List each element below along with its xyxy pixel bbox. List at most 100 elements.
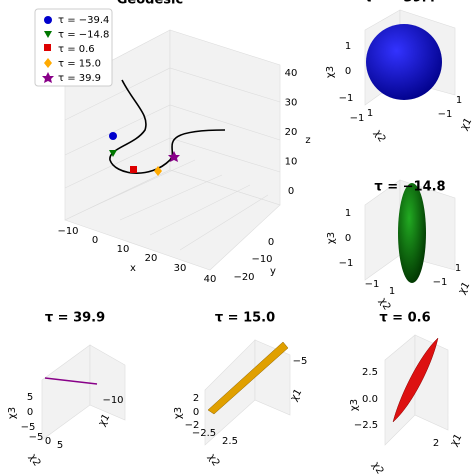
axis-label: χ2: [372, 128, 388, 144]
marker: [109, 132, 117, 140]
z-tick-label: −1: [339, 258, 354, 269]
legend-box: [34, 8, 113, 87]
z-tick-label: 0: [27, 407, 33, 418]
chart-title: Geodesic: [117, 0, 183, 8]
panel-title: τ = 15.0: [215, 311, 275, 326]
axis-label: χ2: [377, 296, 393, 312]
legend-label: τ = 39.9: [58, 73, 101, 84]
x1-tick-label: 1: [455, 263, 461, 274]
z-tick-label: 2.5: [362, 367, 378, 378]
z-tick-label: −1: [339, 93, 354, 104]
axis-label: χ1: [97, 412, 113, 428]
z-tick-label: 2: [193, 393, 199, 404]
z-tick-label: 0.0: [362, 394, 378, 405]
axis-label: χ2: [370, 460, 386, 474]
ellipsoid: [366, 24, 442, 100]
marker: [130, 166, 137, 173]
panel-flat: [41, 344, 126, 441]
x2-tick-label: −2.5: [192, 428, 216, 439]
x2-tick-label: −5: [29, 432, 44, 443]
panel-title: τ = −14.8: [374, 180, 445, 195]
axis-label: χ3: [7, 407, 18, 419]
z-tick-label: 0: [193, 407, 199, 418]
ellipsoid: [44, 377, 98, 385]
x1-tick-label: −1: [433, 277, 448, 288]
axis-label: χ2: [27, 452, 43, 468]
y-tick-label: 0: [268, 237, 274, 248]
panel-spindle: [384, 334, 449, 446]
x-tick-label: 10: [117, 244, 130, 255]
y-tick-label: −20: [233, 272, 254, 283]
axis-label: χ1: [457, 280, 473, 296]
y-tick-label: −10: [251, 254, 272, 265]
x1-tick-label: −10: [102, 395, 123, 406]
x2-tick-label: 5: [57, 440, 63, 451]
axis-label: χ1: [459, 116, 474, 132]
ellipsoid: [398, 183, 426, 283]
x2-tick-label: −1: [365, 279, 380, 290]
panel-band: [204, 339, 291, 446]
panel-ellipsoid: [364, 179, 456, 283]
axis-label: z: [305, 135, 310, 146]
axis-label: χ1: [289, 387, 305, 403]
x1-tick-label: −5: [293, 356, 308, 367]
axis-label: χ3: [173, 407, 184, 419]
z-tick-label: 30: [285, 98, 298, 109]
legend: [34, 8, 113, 87]
marker: [168, 151, 180, 162]
z-tick-label: 5: [27, 392, 33, 403]
axis-label: χ3: [325, 66, 336, 78]
legend-label: τ = 15.0: [58, 59, 101, 70]
axis-label: χ3: [326, 232, 337, 244]
legend-marker: [44, 16, 52, 24]
z-tick-label: 40: [285, 68, 298, 79]
legend-label: τ = 0.6: [58, 44, 95, 55]
marker: [154, 166, 162, 176]
x2-tick-label: 2.5: [222, 436, 238, 447]
x2-tick-label: −1: [350, 113, 365, 124]
legend-marker: [44, 31, 52, 38]
z-tick-label: 0: [345, 233, 351, 244]
pane: [89, 344, 126, 421]
x-tick-label: 0: [92, 235, 98, 246]
pane: [41, 344, 91, 441]
legend-marker: [42, 72, 54, 83]
geodesic: [109, 79, 226, 174]
x2-tick-label: 1: [389, 286, 395, 297]
z-tick-label: 0: [288, 186, 294, 197]
marker: [109, 150, 117, 157]
z-tick-label: 1: [345, 41, 351, 52]
x1-tick-label: 2: [433, 438, 439, 449]
z-tick-label: −2.5: [354, 420, 378, 431]
legend-label: τ = −39.4: [58, 15, 109, 26]
z-tick-label: −2: [185, 420, 200, 431]
z-tick-label: 0: [345, 66, 351, 77]
axis-label: χ2: [206, 452, 222, 468]
panel-title: τ = 0.6: [379, 311, 430, 326]
x1-tick-label: −1: [438, 109, 453, 120]
axis-label: x: [130, 263, 136, 274]
grid: [64, 67, 281, 251]
z-tick-label: 1: [345, 208, 351, 219]
panel-title: τ = −39.4: [364, 0, 435, 6]
x2-tick-label: 0: [45, 436, 51, 447]
ellipsoid: [207, 341, 289, 415]
axis-label: χ1: [449, 432, 465, 448]
legend-marker: [44, 58, 52, 68]
legend-label: τ = −14.8: [58, 30, 109, 41]
pane: [364, 179, 401, 281]
ellipsoid: [392, 337, 439, 423]
z-tick-label: 20: [285, 127, 298, 138]
x-tick-label: 20: [145, 253, 158, 264]
x-tick-label: 30: [174, 263, 187, 274]
z-tick-label: 10: [285, 157, 298, 168]
legend-marker: [44, 44, 51, 51]
x2-tick-label: 1: [367, 108, 373, 119]
x1-tick-label: 1: [456, 95, 462, 106]
z-tick-label: −5: [21, 422, 36, 433]
panel-sphere: [364, 9, 456, 106]
x-tick-label: 40: [204, 274, 217, 285]
axis-label: χ3: [349, 399, 360, 411]
panel-title: τ = 39.9: [45, 311, 105, 326]
